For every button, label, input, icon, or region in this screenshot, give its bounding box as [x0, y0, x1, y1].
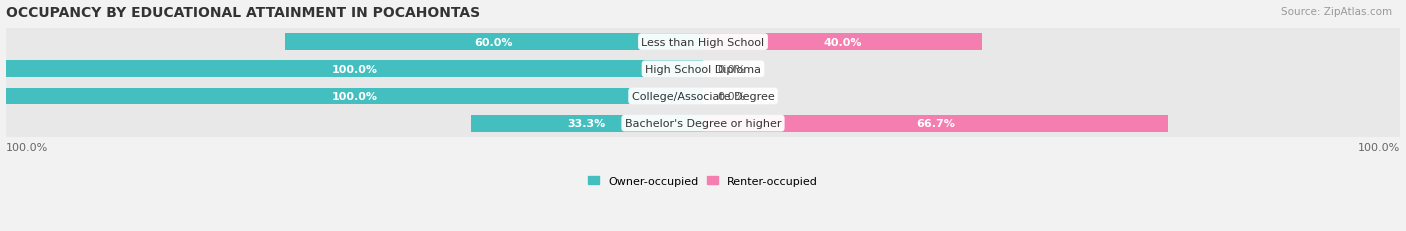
Bar	[6, 61, 703, 78]
Bar	[6, 88, 703, 105]
Text: 60.0%: 60.0%	[474, 37, 513, 47]
Text: 100.0%: 100.0%	[332, 64, 377, 74]
Text: OCCUPANCY BY EDUCATIONAL ATTAINMENT IN POCAHONTAS: OCCUPANCY BY EDUCATIONAL ATTAINMENT IN P…	[6, 6, 479, 19]
Text: 33.3%: 33.3%	[568, 119, 606, 129]
Bar	[284, 34, 703, 51]
Bar	[703, 34, 981, 51]
Text: Source: ZipAtlas.com: Source: ZipAtlas.com	[1281, 7, 1392, 17]
Text: 40.0%: 40.0%	[824, 37, 862, 47]
Bar	[6, 110, 1400, 137]
Text: 0.0%: 0.0%	[717, 64, 745, 74]
Bar	[703, 115, 1168, 132]
Text: 66.7%: 66.7%	[917, 119, 955, 129]
Text: 100.0%: 100.0%	[1358, 142, 1400, 152]
Text: Bachelor's Degree or higher: Bachelor's Degree or higher	[624, 119, 782, 129]
Bar	[6, 56, 1400, 83]
Bar	[6, 29, 1400, 56]
Text: 0.0%: 0.0%	[717, 91, 745, 102]
Bar	[471, 115, 703, 132]
Text: Less than High School: Less than High School	[641, 37, 765, 47]
Text: College/Associate Degree: College/Associate Degree	[631, 91, 775, 102]
Text: High School Diploma: High School Diploma	[645, 64, 761, 74]
Bar	[6, 83, 1400, 110]
Legend: Owner-occupied, Renter-occupied: Owner-occupied, Renter-occupied	[583, 172, 823, 191]
Text: 100.0%: 100.0%	[6, 142, 48, 152]
Text: 100.0%: 100.0%	[332, 91, 377, 102]
